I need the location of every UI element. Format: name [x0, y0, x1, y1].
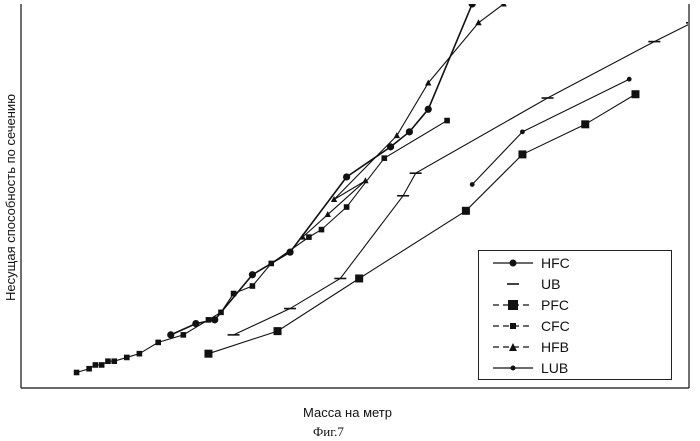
series-line-cfc: [77, 121, 448, 373]
legend-label-ub: UB: [541, 276, 560, 292]
legend-label-hfb: HFB: [541, 339, 569, 355]
figure-caption: Фиг.7: [313, 424, 344, 440]
data-point-hfb-4: [394, 132, 400, 138]
data-point-lub-0: [470, 182, 475, 187]
data-point-hfb-7: [500, 1, 506, 7]
data-point-cfc-19: [444, 118, 450, 124]
legend-marker-pfc: [493, 295, 533, 315]
legend-marker-hfb: [493, 337, 533, 357]
data-point-cfc-3: [99, 362, 105, 368]
data-point-cfc-5: [111, 358, 117, 364]
legend-label-hfc: HFC: [541, 255, 570, 271]
legend-item-lub: LUB: [479, 358, 671, 378]
data-point-cfc-2: [93, 362, 99, 368]
data-point-pfc-2: [355, 274, 363, 282]
data-point-cfc-16: [319, 227, 325, 233]
legend-item-hfb: HFB: [479, 337, 671, 357]
series-lub: [470, 77, 632, 187]
data-point-cfc-15: [306, 234, 312, 240]
data-point-pfc-6: [631, 90, 639, 98]
data-point-hfc-3: [249, 271, 256, 278]
legend-marker-cfc: [493, 316, 533, 336]
data-point-pfc-5: [581, 120, 589, 128]
data-point-cfc-9: [181, 332, 187, 338]
data-point-cfc-11: [218, 310, 224, 316]
y-axis-label: Несущая способность по сечению: [0, 0, 20, 395]
series-hfb: [299, 1, 506, 240]
series-line-hfb: [303, 4, 504, 237]
legend-item-hfc: HFC: [479, 253, 671, 273]
data-point-pfc-0: [204, 350, 212, 358]
data-point-cfc-17: [344, 204, 350, 210]
legend: HFC UB PFC CFC HFB LUB: [478, 250, 672, 380]
data-point-cfc-7: [137, 351, 143, 357]
legend-label-lub: LUB: [541, 360, 568, 376]
data-point-cfc-13: [250, 283, 256, 289]
data-point-cfc-6: [124, 355, 130, 361]
legend-label-pfc: PFC: [541, 297, 569, 313]
data-point-lub-2: [627, 77, 632, 82]
legend-item-cfc: CFC: [479, 316, 671, 336]
data-point-cfc-10: [206, 317, 212, 323]
data-point-pfc-4: [518, 150, 526, 158]
series-line-lub: [472, 79, 629, 184]
data-point-hfc-9: [469, 0, 476, 7]
data-point-pfc-1: [274, 327, 282, 335]
legend-item-pfc: PFC: [479, 295, 671, 315]
data-point-cfc-18: [381, 155, 387, 161]
legend-marker-ub: [493, 274, 533, 294]
series-hfc: [167, 0, 476, 338]
data-point-cfc-4: [105, 358, 111, 364]
legend-marker-lub: [493, 358, 533, 378]
data-point-pfc-3: [462, 207, 470, 215]
x-axis-label: Масса на метр: [303, 405, 392, 420]
data-point-cfc-8: [155, 340, 161, 346]
data-point-cfc-0: [74, 370, 80, 376]
data-point-cfc-12: [231, 291, 237, 297]
legend-marker-hfc: [493, 253, 533, 273]
data-point-hfc-8: [425, 106, 432, 113]
data-point-cfc-14: [268, 261, 274, 267]
data-point-hfc-7: [406, 128, 413, 135]
data-point-hfb-6: [475, 19, 481, 25]
legend-label-cfc: CFC: [541, 318, 570, 334]
data-point-cfc-1: [86, 366, 92, 372]
series-line-hfc: [171, 4, 472, 335]
data-point-lub-1: [520, 129, 525, 134]
legend-item-ub: UB: [479, 274, 671, 294]
data-point-hfc-5: [343, 173, 350, 180]
